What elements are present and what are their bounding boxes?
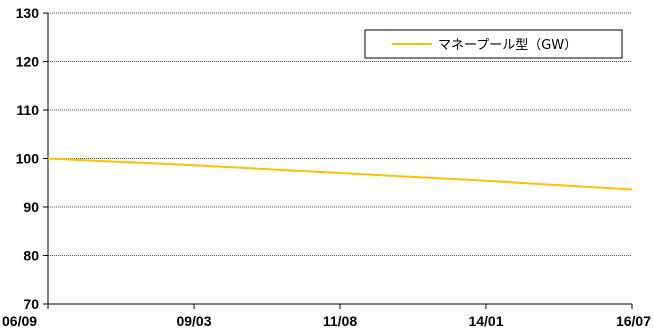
x-tick-labels: 06/09 09/03 11/08 14/01 16/07 [2, 313, 651, 329]
y-tick-labels: 70 80 90 100 110 120 130 [16, 5, 40, 312]
x-tick-label: 06/09 [2, 313, 37, 329]
x-tick-label: 16/07 [616, 313, 651, 329]
y-tick-label: 90 [23, 199, 39, 215]
y-tick-label: 80 [23, 248, 39, 264]
y-tick-label: 110 [16, 102, 39, 118]
series-line [47, 157, 633, 191]
y-tick-label: 100 [16, 151, 40, 167]
legend: マネープール型（GW） [364, 29, 623, 59]
y-tick-label: 70 [23, 296, 39, 312]
x-tick-label: 14/01 [468, 313, 503, 329]
x-tick-label: 09/03 [176, 313, 211, 329]
series-lines [47, 157, 633, 191]
legend-box [364, 29, 623, 59]
x-tick-label: 11/08 [323, 313, 357, 329]
gridlines [48, 12, 632, 256]
y-tick-label: 120 [16, 54, 40, 70]
legend-label: マネープール型（GW） [438, 38, 577, 53]
y-tick-label: 130 [16, 5, 40, 21]
